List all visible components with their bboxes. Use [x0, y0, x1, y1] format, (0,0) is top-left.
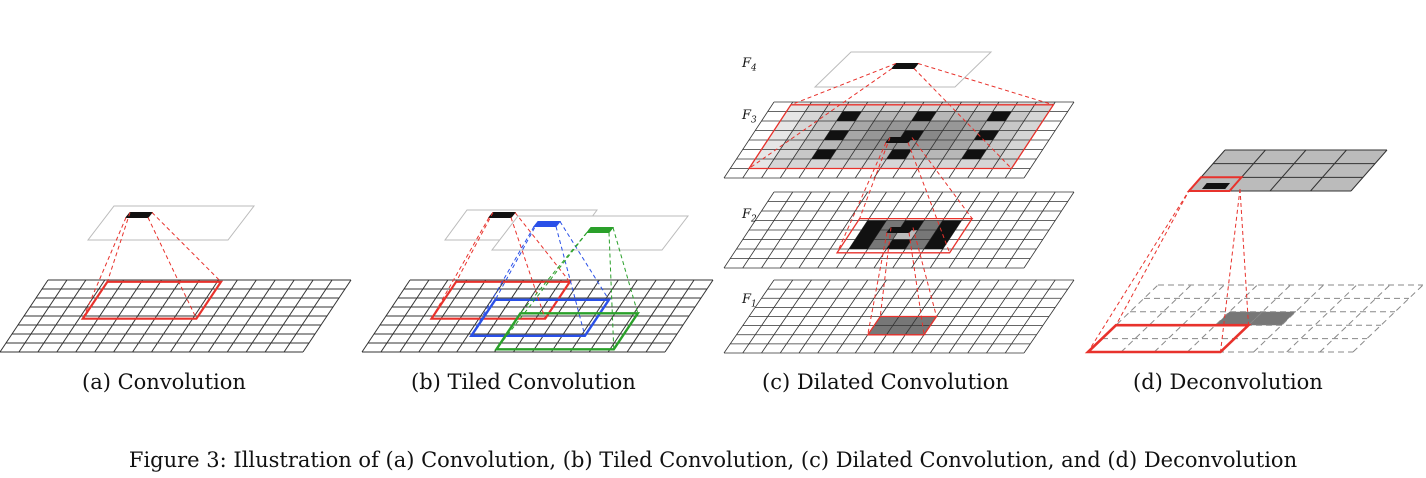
- receptive-field-line: [917, 63, 1054, 106]
- top-map-cell-1-1: [1241, 163, 1294, 178]
- top-map-cell-1-2: [1282, 163, 1335, 178]
- upsampled-shaded-cell-2: [1248, 311, 1296, 326]
- layer-label-f4: F4: [742, 56, 757, 74]
- receptive-field-line: [106, 212, 131, 282]
- top-map-cell-1-3: [1322, 163, 1375, 178]
- layer-label-f1: F1: [742, 292, 757, 310]
- receptive-field-line: [151, 212, 222, 283]
- layer-f4-unit: [890, 63, 920, 69]
- receptive-field-line: [510, 217, 546, 319]
- layer-f3-dilated-unit-5: [974, 130, 999, 140]
- panel-deconvolution-diagram: [1084, 149, 1424, 354]
- receptive-field-line: [912, 227, 937, 317]
- panel-tiled-convolution-diagram: [361, 209, 714, 353]
- layer-f2-dilated-unit-5: [849, 239, 874, 249]
- receptive-field-line: [82, 217, 127, 319]
- input-grid: [361, 279, 714, 353]
- receptive-field-line: [908, 232, 925, 335]
- receptive-field-line: [913, 68, 1012, 169]
- upsampled-shaded-cell: [1215, 311, 1263, 326]
- top-map-cell-1-0: [1201, 163, 1254, 178]
- panel-convolution-diagram: [0, 205, 352, 353]
- top-map-cell-0-2: [1270, 177, 1323, 191]
- layer-f2-dilated-unit-7: [924, 239, 949, 249]
- receptive-field-line: [470, 226, 535, 337]
- output-plane: [86, 205, 256, 241]
- receptive-field-line: [495, 232, 588, 350]
- layer-f3-dilated-unit-1: [911, 111, 937, 121]
- caption-dilated-convolution: (c) Dilated Convolution: [762, 370, 1009, 394]
- receptive-field-line: [559, 221, 610, 301]
- caption-deconvolution: (d) Deconvolution: [1133, 370, 1323, 394]
- receptive-field-line: [494, 221, 539, 301]
- receptive-field-line: [612, 227, 639, 314]
- receptive-field-line: [867, 232, 888, 335]
- kernel-red-box: [80, 280, 224, 320]
- receptive-field-line: [879, 227, 892, 317]
- layer-f3-dilated-unit-3: [824, 130, 849, 140]
- layer-f3-dilated-unit-8: [961, 149, 987, 159]
- receptive-field-line: [1220, 188, 1241, 353]
- top-map-selected-unit: [1201, 183, 1231, 189]
- top-map-cell-2-2: [1294, 150, 1347, 164]
- receptive-field-line: [608, 232, 615, 350]
- layer-f2-dilated-unit-3: [855, 230, 881, 240]
- layer-f3-dilated-unit-7: [886, 149, 912, 159]
- receptive-field-line: [1087, 188, 1191, 353]
- layer-f3-dilated-unit-2: [986, 111, 1012, 121]
- layer-f3-dilated-unit-6: [811, 149, 837, 159]
- kernel-red-box: [429, 280, 572, 320]
- receptive-field-line: [790, 63, 897, 106]
- panel-dilated-convolution-diagram: [723, 51, 1075, 354]
- kernel-green-box: [494, 312, 641, 351]
- receptive-field-line: [1239, 188, 1249, 326]
- receptive-field-line: [907, 142, 951, 253]
- top-map-cell-0-3: [1310, 177, 1363, 191]
- receptive-field-line: [748, 68, 893, 169]
- top-map-cell-2-0: [1213, 150, 1266, 164]
- receptive-field-line: [836, 142, 887, 254]
- figure-caption: Figure 3: Illustration of (a) Convolutio…: [128, 448, 1298, 472]
- layer-label-f3: F3: [742, 108, 757, 126]
- receptive-field-line: [147, 217, 197, 319]
- layer-label-f2: F2: [742, 207, 757, 225]
- caption-tiled-convolution: (b) Tiled Convolution: [411, 370, 636, 394]
- receptive-field-line: [555, 226, 586, 336]
- layer-f2-dilated-unit-0: [861, 220, 887, 230]
- top-map-selected-box: [1186, 176, 1244, 192]
- top-map-cell-0-1: [1229, 177, 1282, 191]
- layer-f2-dilated-unit-2: [936, 220, 962, 230]
- layer-f2-dilated-unit-6: [886, 239, 912, 249]
- receptive-field-line: [431, 217, 490, 319]
- top-map-cell-2-3: [1334, 150, 1387, 164]
- receptive-field-line: [859, 137, 891, 219]
- receptive-field-line: [911, 137, 973, 219]
- layer-f3-receptive-box: [747, 104, 1055, 170]
- receptive-field-line: [1115, 188, 1191, 326]
- top-map-cell-2-1: [1253, 150, 1306, 164]
- receptive-field-line: [514, 212, 571, 283]
- caption-convolution: (a) Convolution: [82, 370, 246, 394]
- receptive-field-line: [519, 227, 592, 314]
- layer-f3-dilated-unit-0: [836, 111, 862, 121]
- receptive-field-line: [455, 212, 494, 283]
- input-grid: [0, 279, 352, 353]
- layer-f4-plane: [813, 51, 993, 88]
